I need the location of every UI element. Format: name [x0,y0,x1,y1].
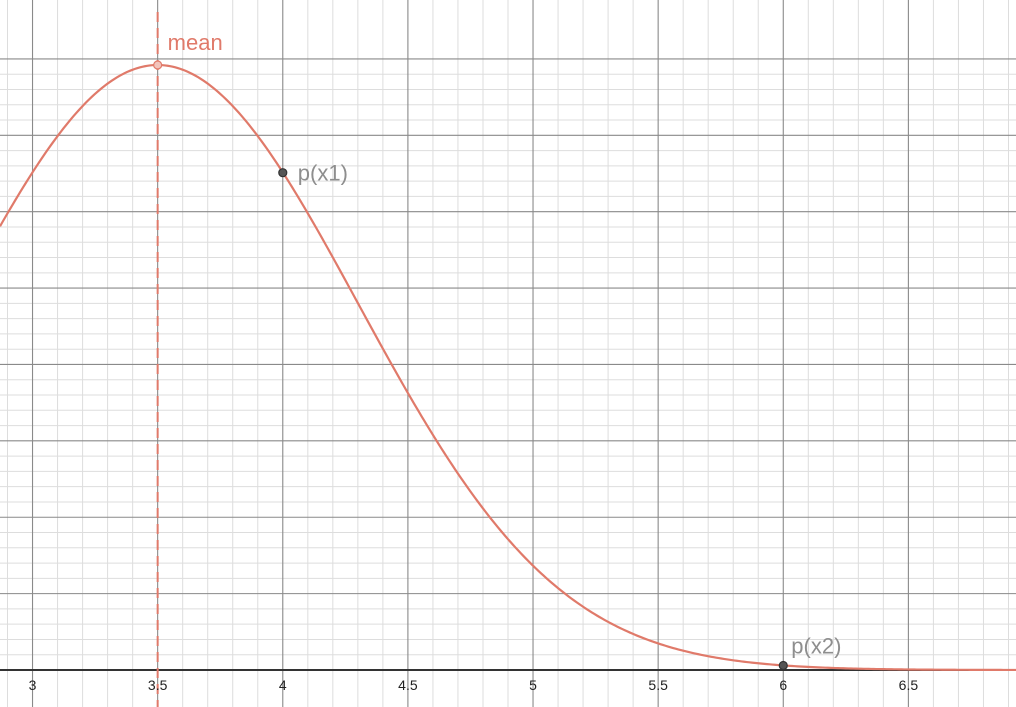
x-tick-label: 3 [29,677,37,693]
x-tick-label: 6.5 [899,677,919,693]
x-tick-label: 4.5 [398,677,418,693]
x-tick-label: 5.5 [648,677,668,693]
p-x1-point [278,168,288,178]
x-tick-label: 5 [529,677,537,693]
x-tick-labels: 3 3.5 4 4.5 5 5.5 6 6.5 [29,677,919,693]
density-curve [0,63,1016,672]
x-tick-label: 6 [779,677,787,693]
x-tick-label: 4 [279,677,287,693]
data-points: p(x1) p(x2) [153,60,841,671]
x-tick-label: 3.5 [148,677,168,693]
p-x1-label: p(x1) [298,161,348,186]
p-x2-label: p(x2) [791,633,841,658]
p-x2-point [778,660,788,671]
mean-point [153,60,163,70]
mean-label: mean [168,30,223,55]
